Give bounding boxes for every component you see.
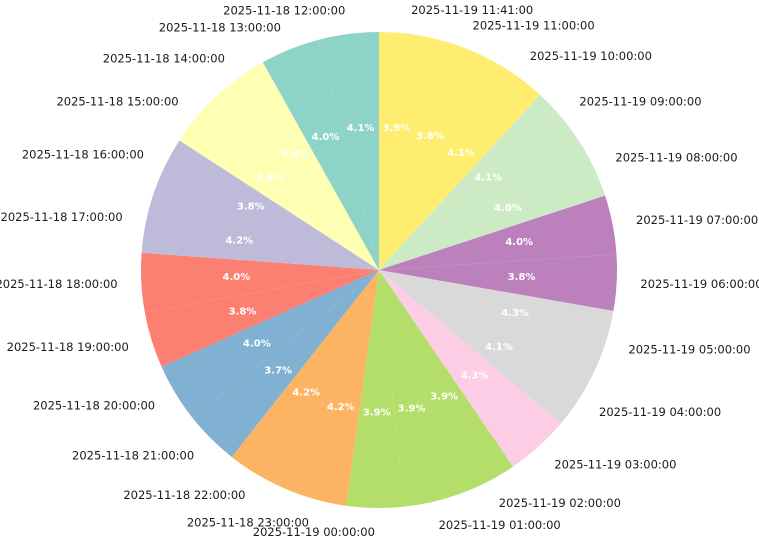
slice-label: 2025-11-19 07:00:00 (636, 213, 758, 227)
slice-percent-label: 3.8% (508, 272, 536, 283)
slice-percent-label: 3.8% (281, 149, 309, 160)
pie-slice (379, 270, 561, 467)
slice-label: 2025-11-19 03:00:00 (554, 458, 676, 472)
slice-label: 2025-11-18 23:00:00 (187, 515, 309, 529)
slice-percent-label: 4.2% (292, 387, 320, 398)
pie-slice (379, 32, 437, 270)
pie-slice (216, 62, 379, 270)
slice-percent-label: 4.0% (494, 203, 522, 214)
slice-label: 2025-11-19 00:00:00 (253, 525, 375, 539)
slice-percent-label: 4.0% (312, 132, 340, 143)
slice-percent-label: 4.0% (243, 339, 271, 350)
slice-label: 2025-11-19 09:00:00 (579, 95, 701, 109)
slice-label: 2025-11-19 02:00:00 (499, 496, 621, 510)
slice-percent-label: 3.7% (264, 366, 292, 377)
pie-slice (379, 270, 462, 507)
slice-percent-label: 3.9% (363, 407, 391, 418)
pie-slices (141, 32, 617, 508)
pie-slice (379, 39, 490, 271)
pie-slice (379, 270, 614, 373)
slice-label: 2025-11-19 08:00:00 (615, 151, 737, 165)
pie-slice (379, 254, 617, 312)
pie-slice (379, 270, 514, 494)
pie-slice (346, 270, 405, 508)
slice-label: 2025-11-19 11:41:00 (411, 3, 533, 17)
slice-percent-label: 4.0% (505, 237, 533, 248)
slice-percent-label: 4.0% (223, 272, 251, 283)
slice-percent-label: 4.1% (447, 148, 475, 159)
slice-label: 2025-11-18 22:00:00 (123, 488, 245, 502)
slice-label: 2025-11-18 18:00:00 (0, 277, 118, 291)
pie-slice (379, 141, 606, 270)
slice-percent-label: 3.8% (416, 131, 444, 142)
slice-label: 2025-11-19 05:00:00 (628, 343, 750, 357)
slice-label: 2025-11-19 01:00:00 (439, 518, 561, 532)
slice-percent-label: 4.1% (347, 123, 375, 134)
slice-percent-label: 3.9% (398, 404, 426, 415)
pie-slice (231, 270, 379, 489)
pie-slice (262, 39, 379, 270)
pie-slice (379, 94, 580, 271)
slice-percent-label: 3.9% (256, 173, 284, 184)
percent-labels: 3.9%3.8%4.1%4.1%4.0%4.0%3.8%4.3%4.1%4.3%… (223, 123, 536, 418)
pie-slice (161, 270, 379, 418)
slice-label: 2025-11-18 21:00:00 (72, 448, 194, 462)
slice-percent-label: 4.3% (501, 308, 529, 319)
pie-slice (318, 32, 379, 270)
slice-percent-label: 4.1% (474, 173, 502, 184)
slice-label: 2025-11-18 17:00:00 (1, 210, 123, 224)
slice-label: 2025-11-18 13:00:00 (159, 20, 281, 34)
slice-label: 2025-11-18 14:00:00 (103, 51, 225, 65)
pie-slice (154, 140, 379, 270)
pie-slice (141, 252, 379, 313)
pie-slice (379, 195, 617, 270)
pie-slice (192, 270, 379, 457)
slice-percent-label: 4.2% (327, 402, 355, 413)
slice-percent-label: 4.1% (485, 342, 513, 353)
pie-slice (141, 191, 379, 270)
slice-label: 2025-11-18 19:00:00 (7, 340, 129, 354)
slice-label: 2025-11-18 15:00:00 (56, 95, 178, 109)
slice-label: 2025-11-18 16:00:00 (22, 148, 144, 162)
slice-label: 2025-11-18 12:00:00 (223, 3, 345, 17)
slice-label: 2025-11-18 20:00:00 (33, 399, 155, 413)
slice-percent-label: 3.8% (237, 202, 265, 213)
pie-slice (285, 270, 379, 506)
slice-label: 2025-11-19 06:00:00 (640, 277, 759, 291)
pie-slice (379, 59, 540, 271)
pie-slice (379, 270, 594, 424)
pie-slice (179, 95, 379, 270)
slice-labels: 2025-11-19 11:41:00 2025-11-19 11:00:00 20… (0, 3, 759, 539)
slice-label: 2025-11-19 04:00:00 (599, 405, 721, 419)
slice-percent-label: 3.9% (430, 392, 458, 403)
slice-percent-label: 3.8% (229, 307, 257, 318)
pie-slice (144, 270, 379, 367)
slice-label: 2025-11-19 10:00:00 (530, 49, 652, 63)
slice-percent-label: 4.3% (461, 371, 489, 382)
slice-percent-label: 4.2% (225, 236, 253, 247)
slice-percent-label: 3.9% (383, 123, 411, 134)
slice-label: 2025-11-19 11:00:00 (473, 19, 595, 33)
